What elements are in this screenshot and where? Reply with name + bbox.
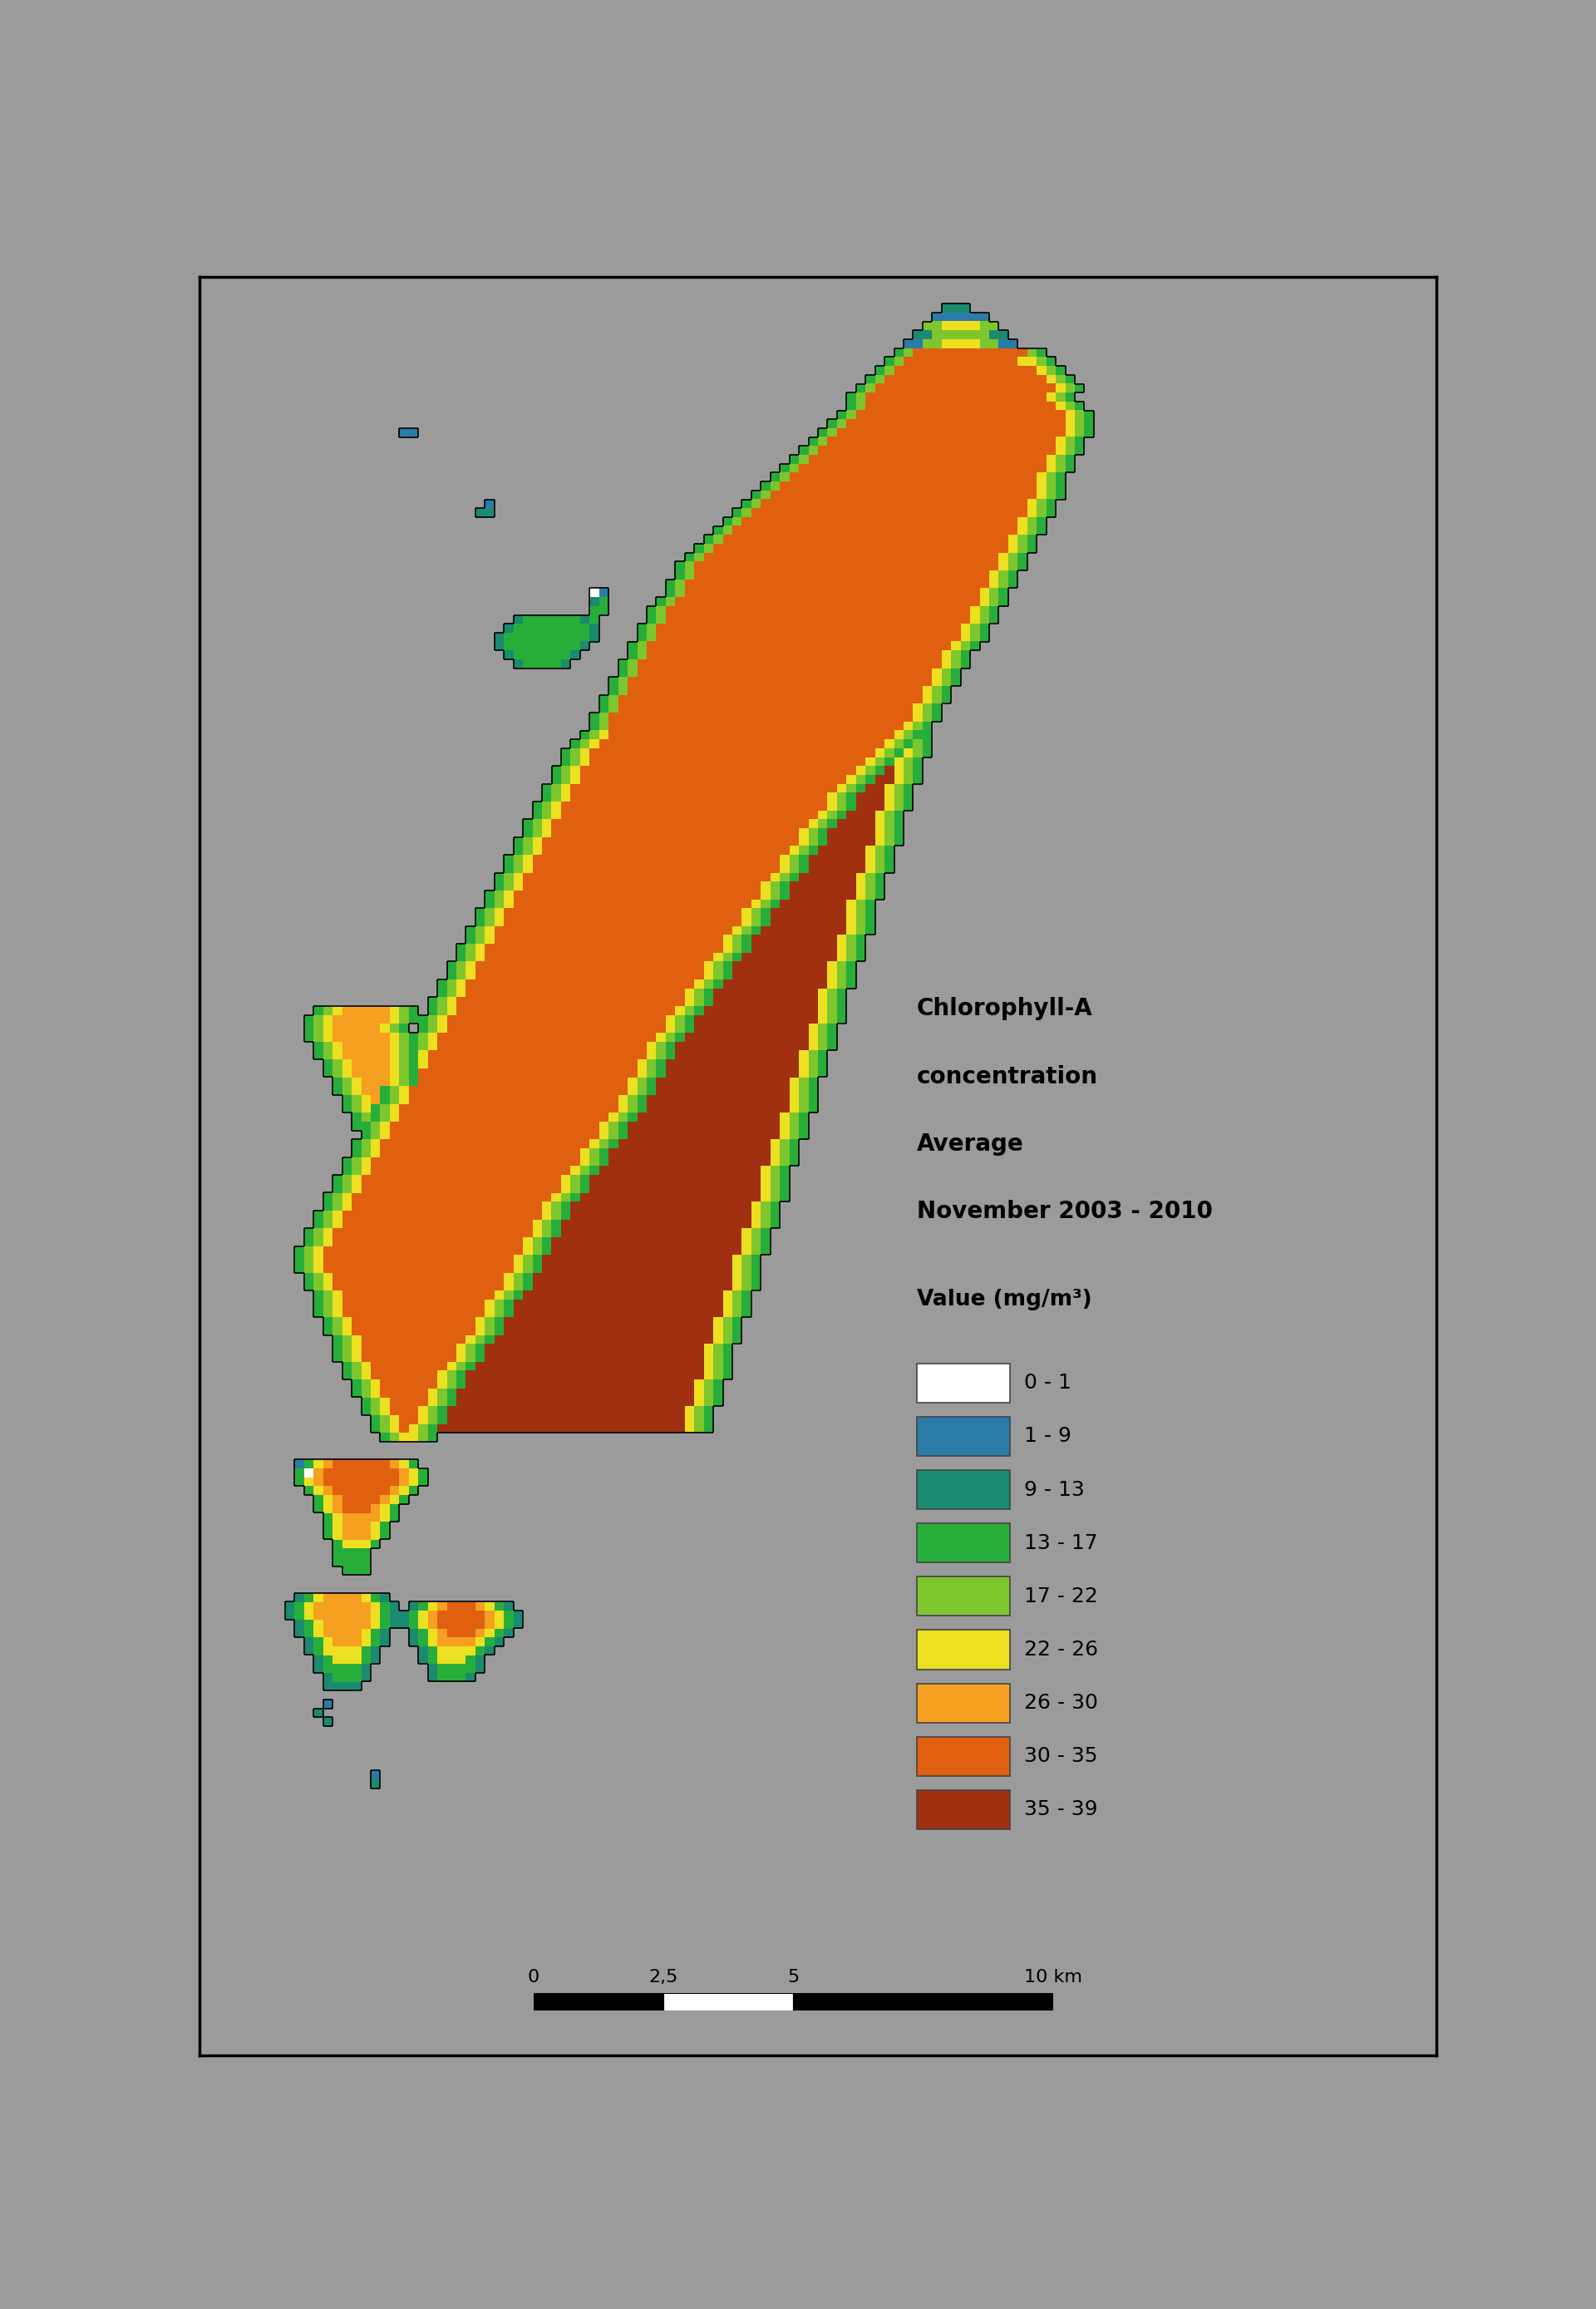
FancyBboxPatch shape xyxy=(916,1683,1010,1723)
Text: 17 - 22: 17 - 22 xyxy=(1025,1586,1098,1607)
FancyBboxPatch shape xyxy=(916,1736,1010,1776)
FancyBboxPatch shape xyxy=(916,1789,1010,1829)
Text: Chlorophyll-A: Chlorophyll-A xyxy=(916,997,1093,1021)
Text: 26 - 30: 26 - 30 xyxy=(1025,1692,1098,1713)
Text: 5: 5 xyxy=(787,1970,800,1986)
FancyBboxPatch shape xyxy=(916,1362,1010,1402)
FancyBboxPatch shape xyxy=(916,1630,1010,1669)
Text: 10 km: 10 km xyxy=(1025,1970,1082,1986)
Text: 22 - 26: 22 - 26 xyxy=(1025,1639,1098,1660)
FancyBboxPatch shape xyxy=(916,1577,1010,1616)
Text: 2,5: 2,5 xyxy=(648,1970,678,1986)
Text: 30 - 35: 30 - 35 xyxy=(1025,1746,1098,1766)
Text: concentration: concentration xyxy=(916,1064,1098,1088)
Text: 1 - 9: 1 - 9 xyxy=(1025,1427,1073,1445)
Text: 9 - 13: 9 - 13 xyxy=(1025,1480,1085,1499)
Text: November 2003 - 2010: November 2003 - 2010 xyxy=(916,1201,1213,1224)
FancyBboxPatch shape xyxy=(916,1418,1010,1457)
Text: Value (mg/m³): Value (mg/m³) xyxy=(916,1288,1092,1309)
Text: 0 - 1: 0 - 1 xyxy=(1025,1374,1073,1392)
Text: 35 - 39: 35 - 39 xyxy=(1025,1799,1098,1819)
FancyBboxPatch shape xyxy=(916,1524,1010,1563)
FancyBboxPatch shape xyxy=(916,1471,1010,1510)
Text: 0: 0 xyxy=(528,1970,539,1986)
Text: 13 - 17: 13 - 17 xyxy=(1025,1533,1098,1554)
Text: Average: Average xyxy=(916,1131,1025,1154)
